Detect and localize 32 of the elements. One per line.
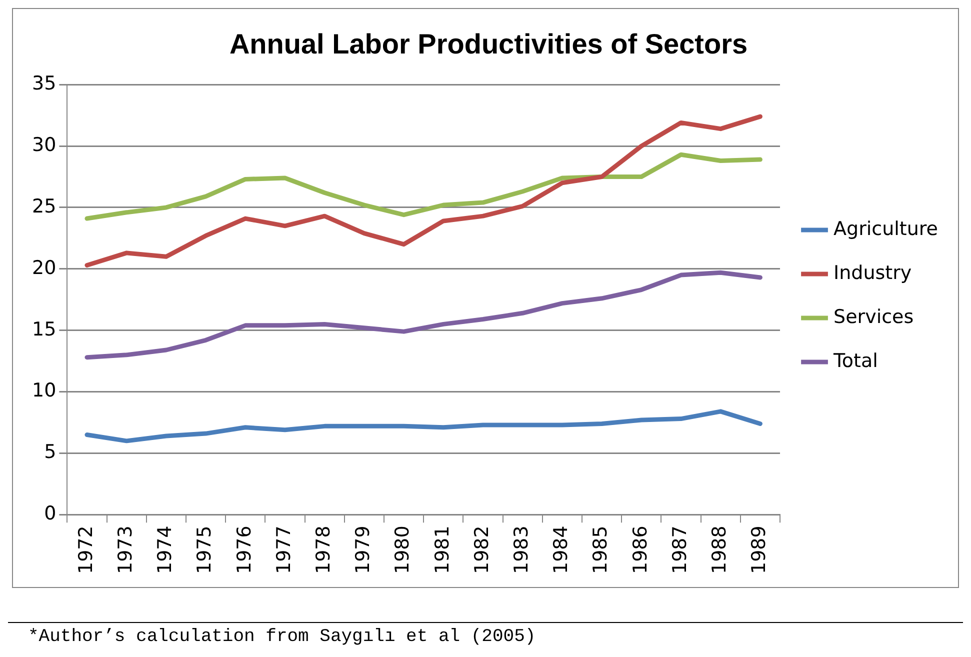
- x-tick-label: 1985: [590, 526, 612, 574]
- x-tick-label: 1972: [74, 526, 97, 574]
- x-tick-label: 1974: [154, 526, 176, 574]
- x-tick-label: 1980: [392, 526, 414, 574]
- legend-label: Industry: [834, 262, 912, 284]
- x-tick-label: 1986: [629, 526, 652, 574]
- x-tick-label: 1978: [312, 526, 335, 574]
- x-tick-label: 1976: [233, 526, 256, 574]
- legend-label: Total: [832, 350, 878, 372]
- x-tick-label: 1973: [114, 526, 137, 574]
- text: *Author’s calculation from Saygılı et al (2005): [27, 627, 537, 647]
- y-tick-label: 25: [32, 195, 56, 218]
- legend-label: Services: [834, 306, 914, 328]
- chart-title: Annual Labor Productivities of Sectors: [229, 28, 748, 60]
- x-tick-label: 1988: [708, 526, 731, 574]
- x-tick-label: 1979: [352, 526, 374, 574]
- x-tick-label: 1977: [272, 526, 295, 574]
- x-tick-label: 1987: [668, 526, 691, 574]
- x-tick-label: 1984: [550, 526, 572, 574]
- y-tick-label: 20: [32, 256, 56, 279]
- y-tick-label: 5: [44, 441, 56, 464]
- y-tick-label: 30: [32, 134, 56, 156]
- y-tick-label: 0: [44, 502, 56, 525]
- x-tick-label: 1975: [194, 526, 216, 574]
- x-tick-label: 1983: [510, 526, 533, 574]
- y-tick-label: 10: [32, 380, 56, 402]
- x-tick-label: 1982: [470, 526, 493, 574]
- x-tick-label: 1981: [431, 526, 454, 574]
- legend-label: Agriculture: [834, 218, 938, 240]
- y-tick-label: 15: [32, 318, 56, 340]
- x-tick-label: 1989: [748, 526, 770, 574]
- y-tick-label: 35: [32, 72, 56, 95]
